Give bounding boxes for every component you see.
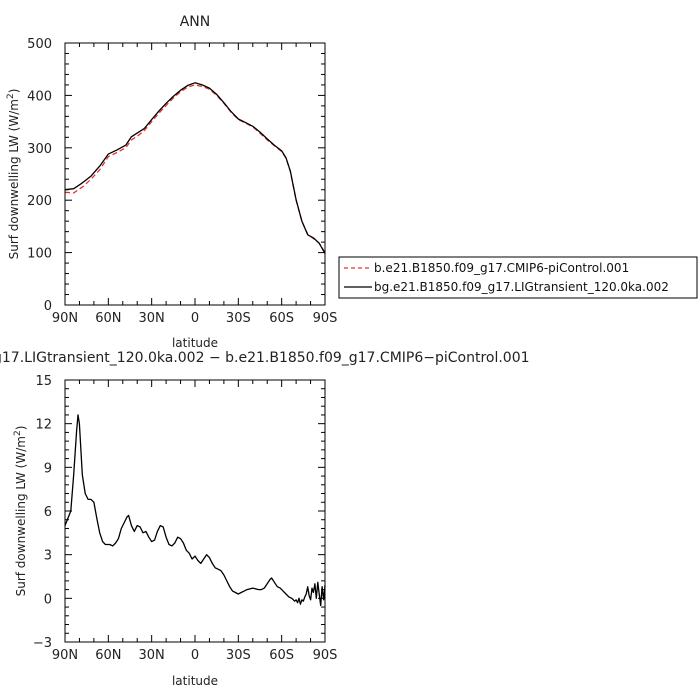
bottom-y-tick-label: 0 xyxy=(44,592,52,607)
top-plot-title: ANN xyxy=(180,14,211,30)
top-y-tick-label: 200 xyxy=(27,194,52,209)
top-y-tick-label: 0 xyxy=(44,299,52,314)
bottom-x-tick-label: 90N xyxy=(52,648,78,663)
top-y-axis-label: Surf downwelling LW (W/m2) xyxy=(6,89,21,260)
legend-entry-1: bg.e21.B1850.f09_g17.LIGtransient_120.0k… xyxy=(374,280,669,294)
top-y-tick-label: 500 xyxy=(27,37,52,52)
bottom-y-tick-label: 12 xyxy=(35,418,52,433)
top-x-tick-label: 90N xyxy=(52,311,78,326)
bottom-panel: bg.e21.B1850.f09_g17.LIGtransient_120.0k… xyxy=(0,350,530,688)
bottom-x-tick-label: 60N xyxy=(95,648,121,663)
top-x-tick-label: 60S xyxy=(269,311,294,326)
top-series-group xyxy=(64,82,326,254)
bottom-y-axis-label: Surf downwelling LW (W/m2) xyxy=(13,426,28,597)
bottom-x-tick-label: 30N xyxy=(139,648,165,663)
top-series-line-1 xyxy=(64,82,326,254)
top-x-tick-label: 30N xyxy=(139,311,165,326)
bottom-y-tick-label: 15 xyxy=(35,374,52,389)
top-y-tick-label: 400 xyxy=(27,89,52,104)
top-panel: ANN latitude Surf downwelling LW (W/m2) … xyxy=(6,14,337,350)
top-plot-frame xyxy=(64,42,326,306)
top-ticks-group: 90N 60N 30N 0 30S 60S 90S 0 100 200 300 400 500 xyxy=(27,37,337,326)
bottom-y-tick-label: 3 xyxy=(44,549,52,564)
legend: b.e21.B1850.f09_g17.CMIP6-piControl.001 … xyxy=(338,256,698,299)
top-x-tick-label: 60N xyxy=(95,311,121,326)
bottom-x-axis-label: latitude xyxy=(172,674,218,688)
legend-box xyxy=(338,256,698,299)
legend-entry-0: b.e21.B1850.f09_g17.CMIP6-piControl.001 xyxy=(374,261,629,275)
top-x-tick-label: 30S xyxy=(226,311,251,326)
bottom-series-group xyxy=(64,414,326,607)
top-y-tick-label: 100 xyxy=(27,247,52,262)
bottom-ticks-group: 90N 60N 30N 0 30S 60S 90S −3 0 3 6 9 12 15 xyxy=(33,374,338,663)
bottom-x-tick-label: 30S xyxy=(226,648,251,663)
bottom-plot-title: bg.e21.B1850.f09_g17.LIGtransient_120.0k… xyxy=(0,350,530,366)
top-x-tick-label: 0 xyxy=(191,311,199,326)
bottom-series-line-0 xyxy=(64,414,326,607)
top-series-line-0 xyxy=(64,84,326,253)
bottom-plot-frame xyxy=(64,379,326,643)
bottom-x-tick-label: 0 xyxy=(191,648,199,663)
bottom-x-tick-label: 90S xyxy=(313,648,338,663)
bottom-y-tick-label: 9 xyxy=(44,461,52,476)
bottom-x-tick-label: 60S xyxy=(269,648,294,663)
bottom-y-tick-label: −3 xyxy=(33,636,52,651)
top-y-tick-label: 300 xyxy=(27,142,52,157)
top-x-tick-label: 90S xyxy=(313,311,338,326)
top-x-axis-label: latitude xyxy=(172,336,218,350)
bottom-y-tick-label: 6 xyxy=(44,505,52,520)
